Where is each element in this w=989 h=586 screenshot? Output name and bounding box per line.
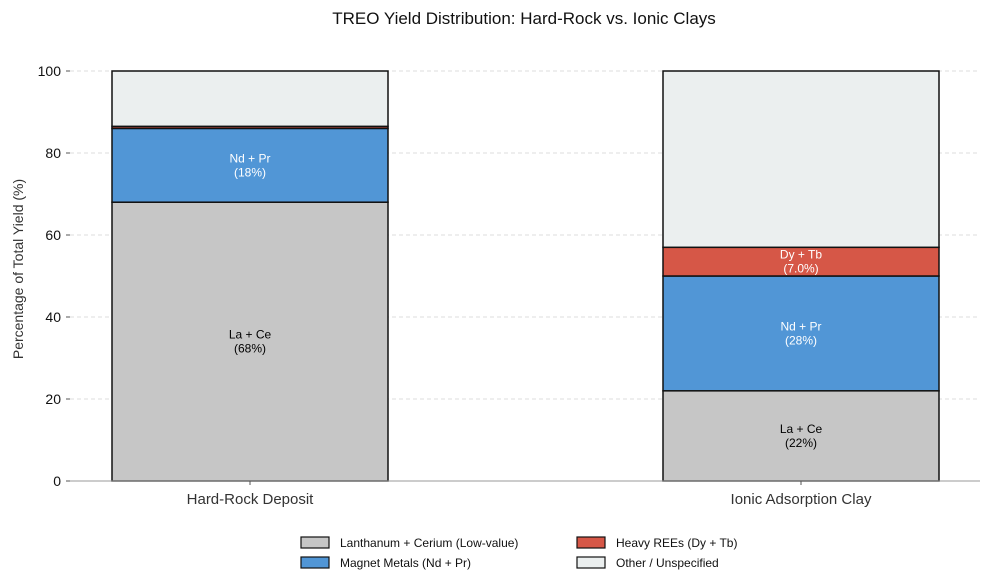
- legend-label: Lanthanum + Cerium (Low-value): [340, 536, 518, 550]
- legend-swatch: [300, 536, 330, 549]
- y-axis-label: Percentage of Total Yield (%): [10, 179, 26, 359]
- x-tick-label: Ionic Adsorption Clay: [731, 491, 872, 508]
- data-label: Nd + Pr (28%): [780, 319, 821, 347]
- bar-segment: [111, 127, 389, 203]
- labels-layer: La + Ce (68%) Nd + Pr (18%) La + Ce (22%) Nd +…: [229, 151, 823, 450]
- y-tick-label: 80: [45, 145, 61, 161]
- legend-swatch: [576, 556, 606, 569]
- legend: Lanthanum + Cerium (Low-value) Magnet Met…: [300, 536, 737, 570]
- y-tick-label: 100: [38, 63, 62, 79]
- chart-title: TREO Yield Distribution: Hard-Rock vs. I…: [332, 9, 716, 28]
- y-tick-label: 40: [45, 309, 61, 325]
- bar-segment: [111, 70, 389, 128]
- x-tick-label: Hard-Rock Deposit: [187, 491, 315, 508]
- axis-layer: 0 20 40 60 80 100 Hard-Rock Deposit Ionic Adsor…: [38, 63, 980, 508]
- data-label: La + Ce (68%): [229, 328, 272, 356]
- legend-label: Heavy REEs (Dy + Tb): [616, 536, 737, 550]
- y-tick-label: 60: [45, 227, 61, 243]
- data-label: Nd + Pr (18%): [229, 151, 270, 179]
- legend-swatch: [300, 556, 330, 569]
- bar-segment: [662, 70, 940, 249]
- y-tick-label: 0: [53, 473, 61, 489]
- bars-layer: [111, 70, 940, 482]
- legend-label: Other / Unspecified: [616, 556, 719, 570]
- y-tick-label: 20: [45, 391, 61, 407]
- data-label: Dy + Tb (7.0%): [780, 248, 822, 276]
- data-label: La + Ce (22%): [780, 422, 823, 450]
- legend-label: Magnet Metals (Nd + Pr): [340, 556, 471, 570]
- legend-swatch: [576, 536, 606, 549]
- bar-segment: [111, 201, 389, 482]
